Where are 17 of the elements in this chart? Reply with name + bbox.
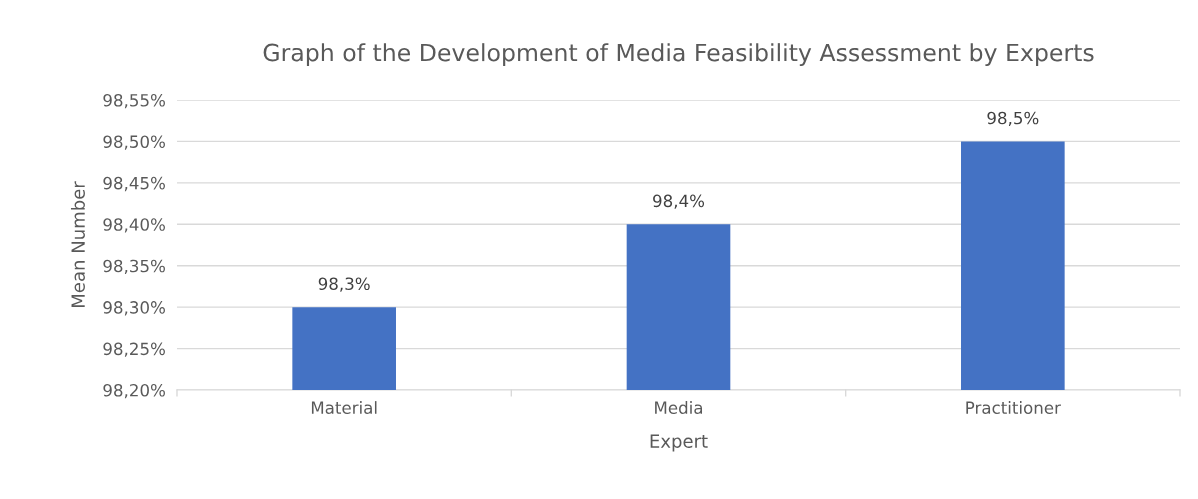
- x-tick-label: Material: [311, 401, 377, 415]
- data-label: 98,5%: [987, 111, 1039, 127]
- x-tick-label: Media: [655, 401, 703, 415]
- y-axis-title: Mean Number: [70, 181, 85, 307]
- data-label: 98,3%: [318, 277, 370, 292]
- data-label: 98,4%: [653, 194, 705, 209]
- y-tick-label: 98,35%: [103, 259, 165, 274]
- x-tick-label: Practitioner: [966, 401, 1061, 415]
- y-tick-label: 98,40%: [103, 218, 165, 233]
- x-axis-title: Expert: [650, 434, 708, 452]
- y-tick-label: 98,25%: [103, 342, 165, 357]
- y-tick-label: 98,50%: [103, 135, 165, 150]
- y-tick-label: 98,20%: [103, 383, 165, 399]
- y-tick-label: 98,55%: [103, 93, 165, 109]
- chart-title: Graph of the Development of Media Feasibility Assessment by Experts: [263, 43, 1094, 67]
- y-tick-label: 98,45%: [103, 176, 165, 192]
- y-tick-label: 98,30%: [103, 301, 165, 316]
